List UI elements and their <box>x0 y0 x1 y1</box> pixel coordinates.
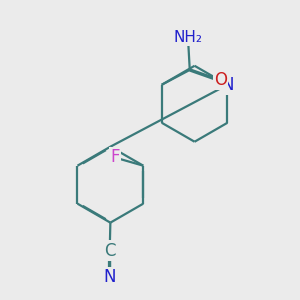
Text: C: C <box>104 242 116 260</box>
Text: O: O <box>214 71 227 89</box>
Text: N: N <box>103 268 116 286</box>
Text: F: F <box>110 148 120 166</box>
Text: NH₂: NH₂ <box>174 30 202 45</box>
Text: N: N <box>221 76 234 94</box>
